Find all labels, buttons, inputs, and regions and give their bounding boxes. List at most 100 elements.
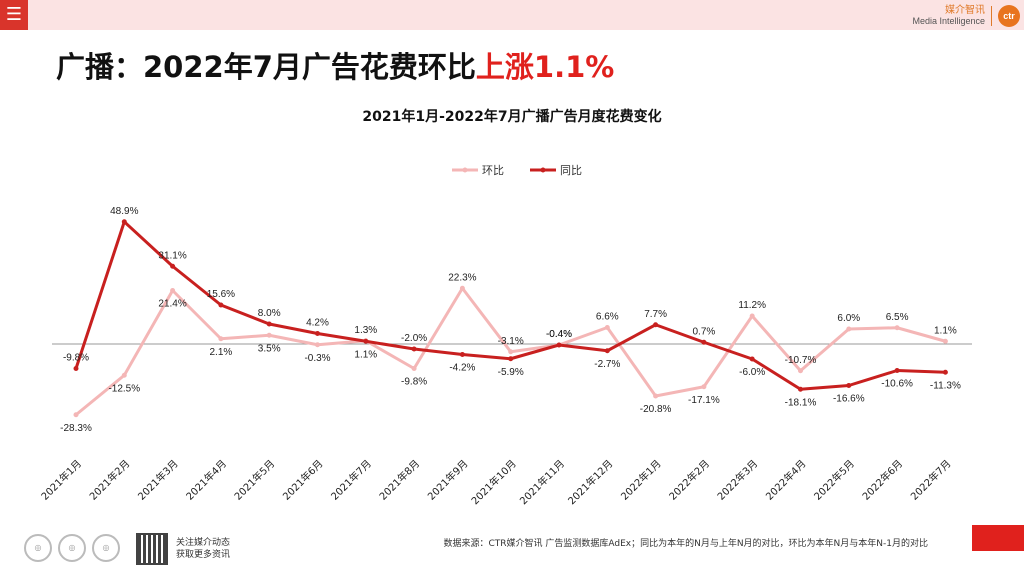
data-label-0-0: -28.3% [60,423,92,434]
x-tick-label-2: 2021年3月 [135,457,181,503]
data-label-0-11: 6.6% [596,312,619,323]
data-point-1-7 [411,346,417,352]
x-tick-label-1: 2021年2月 [87,457,133,503]
qr-line-2: 获取更多资讯 [176,550,231,560]
data-label-1-6: 1.1% [354,349,377,360]
source-note: 数据来源：CTR媒介智讯 广告监测数据库AdEx；同比为本年的N月与上年N月的对… [443,539,928,549]
x-tick-label-5: 2021年6月 [280,457,326,503]
data-label-1-7: -2.0% [401,333,427,344]
data-label-0-6: 1.3% [354,325,377,336]
x-tick-label-6: 2021年7月 [328,457,374,503]
data-point-0-13 [701,384,707,390]
data-point-1-2 [170,263,176,269]
data-point-0-11 [604,325,610,330]
data-label-0-4: 3.5% [258,343,281,354]
data-label-1-3: 15.6% [207,289,235,300]
data-label-0-15: -10.7% [785,355,817,366]
data-point-1-4 [266,321,272,327]
logo-badge: ctr [998,5,1020,27]
data-label-0-13: -17.1% [688,395,720,406]
data-label-0-2: 21.4% [158,299,186,310]
data-point-1-0 [73,366,79,371]
data-point-0-7 [411,366,417,371]
seal-icon: ◎ [92,534,120,562]
data-point-1-17 [894,368,900,373]
x-tick-label-7: 2021年8月 [376,457,422,503]
data-point-1-1 [121,219,127,225]
data-label-0-7: -9.8% [401,377,427,388]
data-point-1-14 [749,356,755,362]
legend-label-0: 环比 [482,164,504,177]
page-headline: 广播：2022年7月广告花费环比上涨1.1% [56,44,614,86]
data-point-0-3 [218,336,224,342]
data-point-0-15 [798,368,803,374]
data-label-0-17: 6.5% [886,312,909,323]
data-label-0-9: -3.1% [498,336,524,347]
data-label-0-8: 22.3% [448,272,476,283]
data-point-1-3 [218,302,224,308]
data-point-1-9 [508,356,514,362]
certification-seals: ◎ ◎ ◎ [24,534,120,562]
data-point-1-11 [604,348,610,354]
data-label-1-1: 48.9% [110,206,138,217]
data-label-1-13: 0.7% [693,326,716,337]
data-point-1-15 [798,386,803,392]
data-label-1-10: -0.4% [546,329,572,340]
data-point-1-18 [942,369,948,375]
qr-code [136,533,168,565]
data-label-0-12: -20.8% [640,404,672,415]
data-label-1-5: 4.2% [306,318,329,329]
data-point-1-5 [315,331,320,336]
data-label-1-0: -9.8% [63,353,89,364]
data-label-0-16: 6.0% [837,313,860,324]
footer-accent-block [972,525,1024,551]
data-point-0-1 [121,372,127,378]
qr-caption: 关注媒介动态 获取更多资讯 [176,537,230,561]
legend-marker-1 [540,167,546,173]
x-tick-label-12: 2022年1月 [618,457,664,503]
legend-label-1: 同比 [560,164,582,177]
data-point-0-17 [894,325,900,331]
data-point-1-13 [701,339,707,345]
x-tick-label-11: 2021年12月 [565,457,615,507]
qr-line-1: 关注媒介动态 [176,538,231,548]
data-label-0-1: -12.5% [108,383,140,394]
x-tick-label-15: 2022年4月 [763,457,809,503]
data-point-1-6 [363,338,369,344]
data-point-0-16 [846,326,852,332]
legend-marker-0 [462,167,468,173]
seal-icon: ◎ [58,534,86,562]
data-point-0-14 [749,313,755,319]
data-label-0-10: -0.4% [546,329,572,340]
x-tick-label-13: 2022年2月 [666,457,712,503]
data-point-0-18 [942,338,948,344]
menu-icon[interactable]: ☰ [0,0,28,30]
data-label-0-18: 1.1% [934,325,957,336]
top-bar: ☰ 媒介智讯 Media Intelligence ctr [0,0,1024,30]
data-point-1-16 [846,383,852,388]
data-point-1-8 [459,352,465,357]
data-point-0-2 [170,288,176,293]
data-label-1-2: 31.1% [158,250,186,261]
data-label-0-14: 11.2% [738,300,766,311]
x-tick-label-9: 2021年10月 [468,457,518,507]
x-tick-label-4: 2021年5月 [231,457,277,503]
data-label-1-18: -11.3% [930,380,961,391]
headline-highlight: 上涨1.1% [475,50,615,84]
logo-en: Media Intelligence [912,16,985,26]
data-point-0-0 [73,412,79,418]
x-tick-label-0: 2021年1月 [38,457,84,503]
x-tick-label-14: 2022年3月 [714,457,760,503]
data-label-1-8: -4.2% [449,363,475,374]
headline-prefix: 广播：2022年7月广告花费环比 [56,50,476,84]
data-label-1-4: 8.0% [258,308,281,319]
data-point-0-12 [653,393,659,399]
data-label-1-12: 7.7% [644,309,667,320]
data-label-1-9: -5.9% [498,367,524,378]
data-point-0-5 [315,342,320,348]
x-tick-label-16: 2022年5月 [811,457,857,503]
data-label-0-5: -0.3% [304,353,330,364]
data-point-0-8 [459,285,465,291]
x-tick-label-3: 2021年4月 [183,457,229,503]
